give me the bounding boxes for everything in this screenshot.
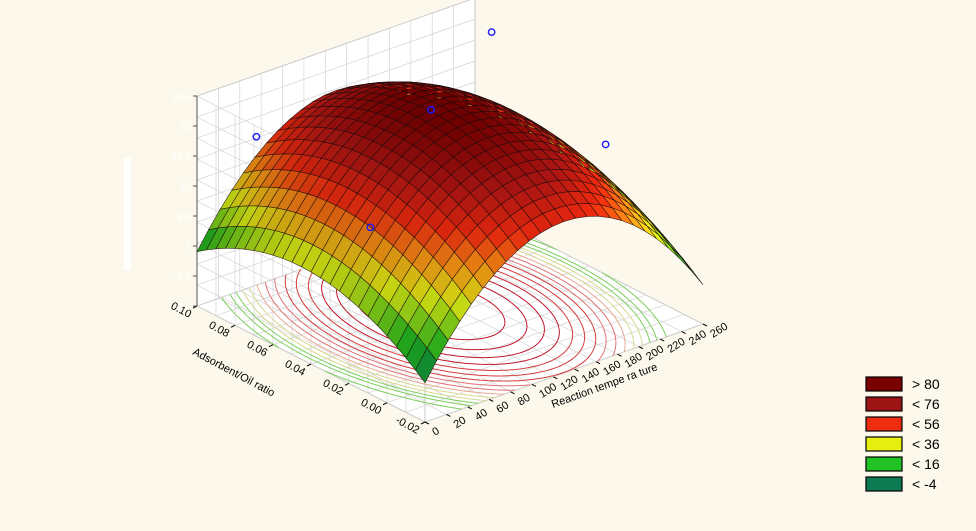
y-tick-label: 0.04 bbox=[283, 358, 308, 379]
z-tick-label: 26.4 bbox=[172, 92, 192, 103]
z-tick-label: -0.4 bbox=[174, 272, 192, 283]
legend-label: < -4 bbox=[912, 476, 937, 492]
x-tick-label: 80 bbox=[516, 392, 533, 409]
y-tick-mark bbox=[344, 382, 350, 386]
x-tick-label: 200 bbox=[644, 343, 666, 363]
x-tick-mark bbox=[488, 398, 494, 402]
z-tick-label: 22 bbox=[180, 122, 192, 133]
contour-line bbox=[235, 221, 651, 404]
legend-swatch bbox=[865, 476, 903, 492]
z-axis-label-bar bbox=[124, 158, 131, 270]
x-tick-mark bbox=[595, 361, 601, 365]
x-tick-mark bbox=[617, 353, 622, 357]
floor-gridline bbox=[348, 285, 628, 384]
contour-line bbox=[264, 231, 617, 391]
x-tick-mark bbox=[531, 383, 537, 387]
y-tick-mark bbox=[230, 324, 236, 328]
legend-swatch bbox=[865, 396, 903, 412]
data-point bbox=[601, 140, 610, 149]
x-tick-mark bbox=[702, 323, 708, 327]
x-tick-mark bbox=[660, 338, 665, 342]
data-point bbox=[427, 105, 435, 114]
x-tick-mark bbox=[446, 414, 451, 417]
y-tick-label: 0.08 bbox=[207, 319, 232, 340]
x-tick-label: 20 bbox=[452, 414, 469, 431]
surface-cell bbox=[681, 258, 704, 285]
x-tick-label: 0 bbox=[430, 425, 442, 438]
x-tick-label: 40 bbox=[473, 407, 490, 424]
x-tick-mark bbox=[424, 421, 430, 425]
floor-gridline bbox=[367, 294, 647, 394]
response-surface bbox=[196, 81, 704, 384]
x-tick-mark bbox=[553, 376, 558, 380]
legend: > 80 < 76 < 56 < 36 < 16 < -4 bbox=[865, 376, 940, 492]
legend-swatch bbox=[865, 416, 903, 432]
z-tick-label: 13 bbox=[180, 182, 192, 193]
data-point bbox=[366, 223, 375, 232]
y-tick-mark bbox=[268, 344, 274, 348]
data-point bbox=[252, 132, 261, 141]
x-tick-mark bbox=[638, 346, 644, 350]
x-tick-mark bbox=[467, 406, 472, 410]
z-tick-label: 4 bbox=[185, 242, 191, 253]
y-tick-label: 0.00 bbox=[359, 397, 384, 418]
y-tick-label: 0.02 bbox=[321, 377, 346, 398]
floor-gridline bbox=[386, 304, 666, 403]
legend-label: > 80 bbox=[912, 376, 940, 392]
y-tick-label: 0.06 bbox=[245, 339, 270, 360]
observed-points bbox=[252, 28, 610, 232]
z-tick-label: -6.6 bbox=[174, 302, 192, 313]
x-tick-mark bbox=[510, 391, 515, 395]
legend-label: < 36 bbox=[912, 436, 940, 452]
data-point bbox=[487, 28, 496, 37]
legend-label: < 56 bbox=[912, 416, 940, 432]
y-tick-mark bbox=[420, 421, 426, 425]
legend-swatch bbox=[865, 456, 903, 472]
x-tick-label: 60 bbox=[494, 399, 511, 416]
legend-swatch bbox=[865, 376, 903, 392]
x-tick-label: 240 bbox=[687, 328, 709, 348]
y-tick-mark bbox=[382, 402, 388, 406]
legend-label: < 76 bbox=[912, 396, 940, 412]
x-tick-mark bbox=[574, 368, 579, 372]
z-tick-label: 8.8 bbox=[177, 212, 191, 223]
x-tick-mark bbox=[681, 331, 686, 334]
x-tick-label: 220 bbox=[665, 336, 687, 356]
y-tick-mark bbox=[306, 363, 312, 367]
z-tick-label: 17.8 bbox=[172, 152, 192, 163]
legend-label: < 16 bbox=[912, 456, 940, 472]
legend-swatch bbox=[865, 436, 903, 452]
surface-cell bbox=[658, 234, 681, 259]
x-tick-label: 260 bbox=[708, 321, 730, 341]
